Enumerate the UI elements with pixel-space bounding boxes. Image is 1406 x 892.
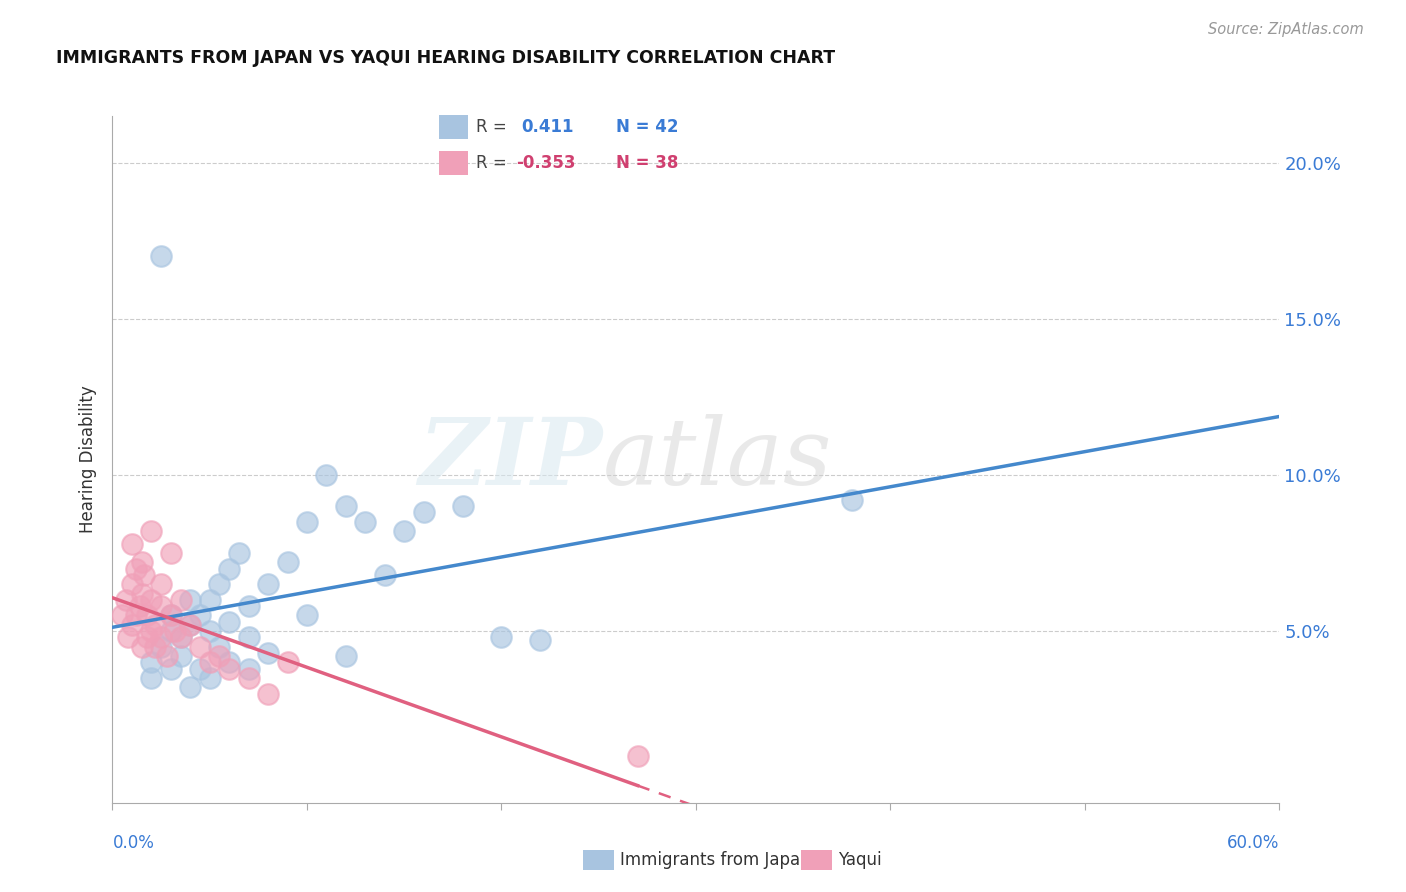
- Point: [160, 608, 183, 623]
- Point: [451, 500, 474, 514]
- Point: [141, 671, 163, 685]
- Point: [179, 680, 201, 694]
- Point: [150, 630, 173, 644]
- Point: [136, 608, 159, 623]
- Point: [198, 671, 221, 685]
- Point: [491, 630, 513, 644]
- Point: [412, 505, 434, 519]
- Point: [257, 687, 280, 701]
- Point: [198, 624, 221, 639]
- Point: [208, 577, 231, 591]
- Point: [169, 592, 191, 607]
- Point: [131, 555, 153, 570]
- Point: [136, 630, 159, 644]
- Point: [354, 515, 377, 529]
- Point: [160, 546, 183, 560]
- Point: [198, 655, 221, 669]
- Point: [121, 617, 143, 632]
- Text: Yaqui: Yaqui: [838, 851, 882, 869]
- Text: 60.0%: 60.0%: [1227, 834, 1279, 852]
- Point: [160, 608, 183, 623]
- Text: Source: ZipAtlas.com: Source: ZipAtlas.com: [1208, 22, 1364, 37]
- Point: [276, 655, 298, 669]
- Point: [179, 592, 201, 607]
- Text: N = 38: N = 38: [616, 154, 679, 172]
- Point: [218, 615, 240, 629]
- Bar: [439, 115, 468, 139]
- Point: [335, 649, 357, 664]
- Point: [257, 577, 280, 591]
- Point: [150, 577, 173, 591]
- Text: R =: R =: [475, 154, 506, 172]
- Point: [141, 524, 163, 538]
- Point: [238, 662, 260, 676]
- Point: [117, 630, 139, 644]
- Point: [150, 249, 173, 264]
- Point: [295, 608, 318, 623]
- Point: [218, 562, 240, 576]
- Point: [841, 492, 863, 507]
- Point: [198, 592, 221, 607]
- Point: [169, 630, 191, 644]
- Text: Immigrants from Japan: Immigrants from Japan: [620, 851, 811, 869]
- Point: [218, 662, 240, 676]
- Point: [179, 617, 201, 632]
- Point: [257, 646, 280, 660]
- Point: [335, 500, 357, 514]
- Point: [163, 624, 186, 639]
- Point: [529, 633, 551, 648]
- Y-axis label: Hearing Disability: Hearing Disability: [79, 385, 97, 533]
- Point: [141, 655, 163, 669]
- Point: [169, 630, 191, 644]
- Point: [150, 640, 173, 654]
- Bar: [439, 151, 468, 175]
- Text: atlas: atlas: [603, 415, 832, 504]
- Point: [143, 640, 166, 654]
- Point: [160, 624, 183, 639]
- Point: [276, 555, 298, 570]
- Point: [238, 671, 260, 685]
- Point: [150, 599, 173, 614]
- Point: [141, 592, 163, 607]
- Point: [160, 662, 183, 676]
- Point: [125, 608, 148, 623]
- Text: R =: R =: [475, 118, 506, 136]
- Point: [238, 599, 260, 614]
- Text: 0.411: 0.411: [522, 118, 574, 136]
- Point: [115, 592, 138, 607]
- Point: [188, 608, 211, 623]
- Point: [121, 536, 143, 550]
- Point: [295, 515, 318, 529]
- Point: [627, 749, 650, 764]
- Text: -0.353: -0.353: [516, 154, 575, 172]
- Text: N = 42: N = 42: [616, 118, 679, 136]
- Point: [169, 649, 191, 664]
- Point: [121, 577, 143, 591]
- Point: [128, 599, 150, 614]
- Point: [228, 546, 250, 560]
- Point: [143, 617, 166, 632]
- Point: [188, 662, 211, 676]
- Text: 0.0%: 0.0%: [112, 834, 155, 852]
- Point: [156, 649, 179, 664]
- Text: ZIP: ZIP: [419, 415, 603, 504]
- Point: [131, 587, 153, 601]
- Point: [111, 608, 134, 623]
- Point: [179, 617, 201, 632]
- Text: IMMIGRANTS FROM JAPAN VS YAQUI HEARING DISABILITY CORRELATION CHART: IMMIGRANTS FROM JAPAN VS YAQUI HEARING D…: [56, 49, 835, 67]
- Point: [238, 630, 260, 644]
- Point: [208, 640, 231, 654]
- Point: [125, 562, 148, 576]
- Point: [188, 640, 211, 654]
- Point: [374, 568, 396, 582]
- Point: [315, 467, 337, 482]
- Point: [132, 568, 155, 582]
- Point: [394, 524, 416, 538]
- Point: [208, 649, 231, 664]
- Point: [131, 640, 153, 654]
- Point: [218, 655, 240, 669]
- Point: [141, 624, 163, 639]
